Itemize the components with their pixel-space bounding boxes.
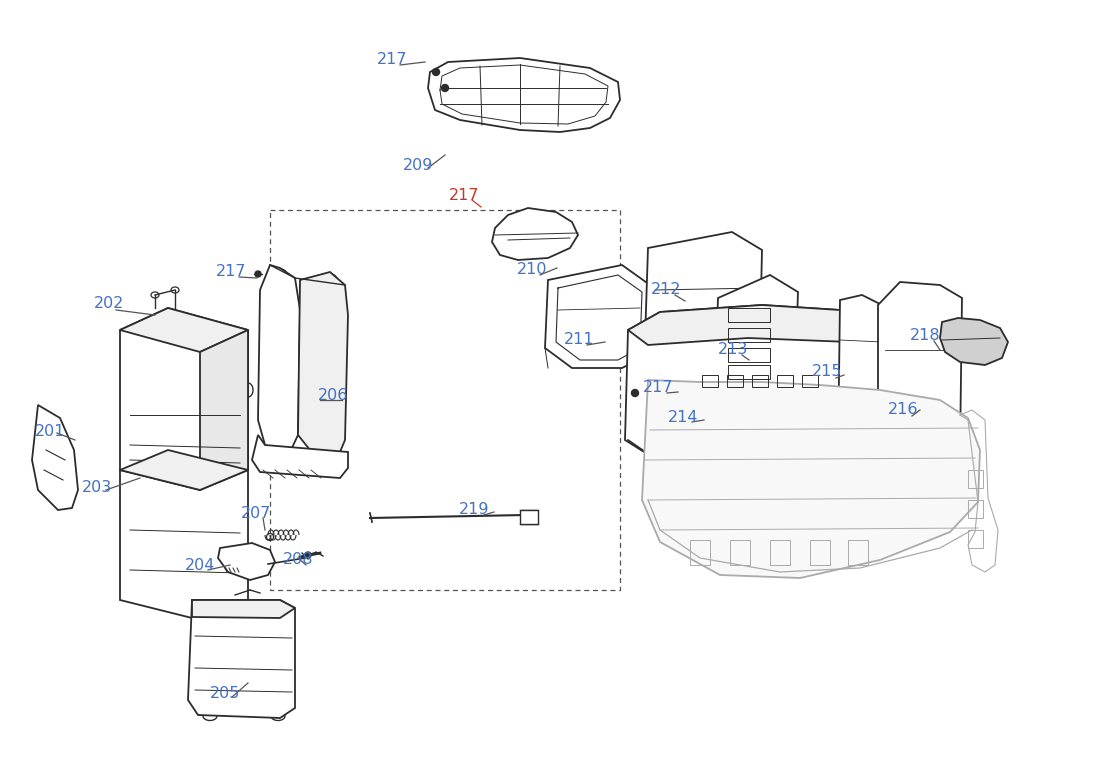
Bar bbox=[520, 510, 538, 524]
Polygon shape bbox=[120, 450, 248, 490]
Polygon shape bbox=[120, 308, 248, 352]
Text: 205: 205 bbox=[210, 685, 240, 701]
Text: 213: 213 bbox=[718, 342, 749, 358]
Text: 218: 218 bbox=[910, 329, 941, 344]
Text: 207: 207 bbox=[240, 506, 271, 521]
Polygon shape bbox=[428, 58, 620, 132]
Polygon shape bbox=[628, 305, 878, 345]
Text: 217: 217 bbox=[449, 187, 480, 203]
Bar bbox=[728, 365, 769, 379]
Polygon shape bbox=[192, 600, 295, 618]
Text: 216: 216 bbox=[888, 402, 918, 417]
Bar bbox=[968, 500, 983, 518]
Circle shape bbox=[632, 389, 638, 396]
Bar bbox=[968, 470, 983, 488]
Polygon shape bbox=[838, 295, 882, 462]
Bar bbox=[690, 540, 710, 565]
Bar bbox=[968, 530, 983, 548]
Polygon shape bbox=[252, 435, 348, 478]
Text: 209: 209 bbox=[403, 157, 434, 172]
Polygon shape bbox=[625, 305, 878, 468]
Circle shape bbox=[442, 85, 448, 92]
Polygon shape bbox=[218, 543, 275, 580]
Text: 203: 203 bbox=[82, 479, 113, 495]
Bar bbox=[769, 540, 790, 565]
Bar bbox=[702, 375, 718, 387]
Polygon shape bbox=[258, 265, 299, 455]
Polygon shape bbox=[715, 275, 798, 400]
Text: 217: 217 bbox=[377, 52, 408, 67]
Bar bbox=[777, 375, 794, 387]
Bar bbox=[802, 375, 818, 387]
Circle shape bbox=[305, 552, 312, 558]
Bar bbox=[752, 375, 768, 387]
Polygon shape bbox=[200, 330, 248, 490]
Polygon shape bbox=[878, 282, 962, 468]
Text: 202: 202 bbox=[94, 297, 125, 312]
Circle shape bbox=[433, 68, 439, 75]
Text: 206: 206 bbox=[318, 388, 349, 402]
Text: 217: 217 bbox=[643, 381, 673, 395]
Text: 212: 212 bbox=[651, 283, 682, 298]
Bar bbox=[730, 540, 750, 565]
Text: 219: 219 bbox=[459, 503, 490, 518]
Polygon shape bbox=[642, 380, 980, 578]
Polygon shape bbox=[188, 600, 295, 718]
Text: 210: 210 bbox=[517, 262, 548, 277]
Polygon shape bbox=[120, 308, 248, 490]
Bar bbox=[727, 375, 743, 387]
Text: 204: 204 bbox=[185, 557, 215, 572]
Polygon shape bbox=[940, 318, 1008, 365]
Polygon shape bbox=[32, 405, 78, 510]
Text: 208: 208 bbox=[283, 553, 314, 568]
Bar bbox=[728, 348, 769, 362]
Polygon shape bbox=[545, 265, 650, 368]
Bar bbox=[728, 308, 769, 322]
Bar bbox=[848, 540, 868, 565]
Circle shape bbox=[255, 271, 261, 277]
Text: 211: 211 bbox=[564, 333, 595, 348]
Polygon shape bbox=[492, 208, 578, 260]
Bar bbox=[810, 540, 830, 565]
Polygon shape bbox=[120, 470, 248, 620]
Polygon shape bbox=[298, 272, 348, 455]
Polygon shape bbox=[645, 232, 762, 360]
Text: 201: 201 bbox=[35, 424, 66, 439]
Bar bbox=[728, 328, 769, 342]
Text: 214: 214 bbox=[668, 410, 698, 424]
Text: 215: 215 bbox=[812, 365, 843, 380]
Text: 217: 217 bbox=[216, 265, 247, 280]
